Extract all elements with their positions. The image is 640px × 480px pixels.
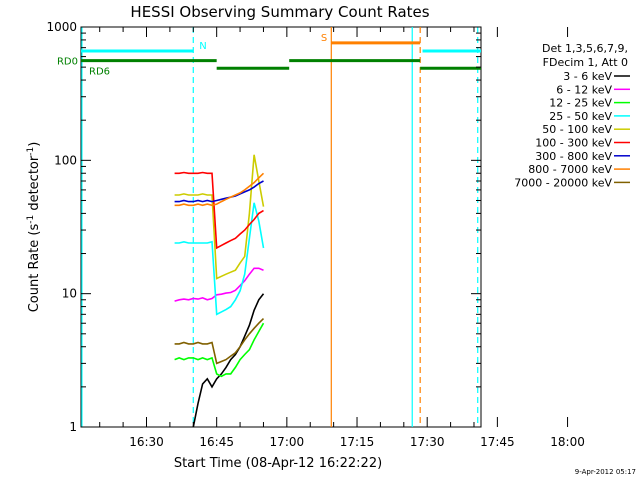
flag-label: S bbox=[321, 33, 327, 44]
series-line bbox=[174, 322, 265, 378]
x-tick-label: 16:45 bbox=[199, 435, 234, 449]
x-tick-label: 17:30 bbox=[410, 435, 445, 449]
footer-stamp: 9-Apr-2012 05:17 bbox=[575, 468, 636, 476]
y-tick-label: 10 bbox=[62, 287, 77, 301]
flag-label: RD6 bbox=[89, 66, 110, 77]
vertical-markers bbox=[81, 27, 479, 427]
legend-entry-label: 300 - 800 keV bbox=[535, 150, 612, 163]
y-axis-label-sup2: -1 bbox=[26, 147, 36, 156]
x-axis-label: Start Time (08-Apr-12 16:22:22) bbox=[174, 456, 382, 471]
legend-entry-label: 800 - 7000 keV bbox=[528, 163, 612, 176]
y-tick-label: 100 bbox=[54, 153, 77, 167]
series-group bbox=[174, 154, 265, 428]
chart-title: HESSI Observing Summary Count Rates bbox=[130, 3, 429, 21]
legend-entry-label: 100 - 300 keV bbox=[535, 137, 612, 150]
series-line bbox=[174, 154, 265, 280]
y-axis-label-main: Count Rate (s bbox=[27, 224, 42, 313]
flag-bars: N S RD0 RD6 bbox=[57, 33, 481, 77]
y-axis-label-sup1: -1 bbox=[26, 215, 36, 224]
x-tick-label: 17:00 bbox=[270, 435, 305, 449]
flag-label: N bbox=[199, 41, 206, 52]
y-ticks: 1 10 100 1000 bbox=[46, 20, 481, 434]
series-line bbox=[174, 267, 264, 302]
flag-label: RD0 bbox=[57, 57, 78, 68]
legend-header-2: FDecim 1, Att 0 bbox=[543, 56, 628, 69]
legend-entry-label: 25 - 50 keV bbox=[549, 110, 612, 123]
series-line bbox=[174, 180, 264, 203]
y-tick-label: 1 bbox=[69, 420, 77, 434]
series-line bbox=[174, 171, 264, 250]
y-axis-label: Count Rate (s-1 detector-1) bbox=[26, 142, 42, 313]
legend: Det 1,3,5,6,7,9, FDecim 1, Att 0 3 - 6 k… bbox=[514, 42, 630, 189]
legend-entry-label: 12 - 25 keV bbox=[549, 97, 612, 110]
x-ticks: 16:30 16:45 17:00 17:15 17:30 17:45 18:00 bbox=[99, 27, 585, 449]
x-tick-label: 17:15 bbox=[340, 435, 375, 449]
x-tick-label: 17:45 bbox=[480, 435, 515, 449]
x-tick-label: 18:00 bbox=[550, 435, 585, 449]
legend-entry-label: 50 - 100 keV bbox=[542, 123, 612, 136]
series-line bbox=[174, 202, 265, 316]
y-axis-label-end: ) bbox=[27, 142, 42, 147]
plot-area bbox=[80, 26, 482, 428]
legend-entry-label: 3 - 6 keV bbox=[563, 70, 612, 83]
legend-header-1: Det 1,3,5,6,7,9, bbox=[542, 42, 628, 55]
legend-entry-label: 6 - 12 keV bbox=[556, 83, 612, 96]
y-tick-label: 1000 bbox=[46, 20, 77, 34]
series-line bbox=[174, 172, 265, 207]
series-line bbox=[192, 293, 265, 428]
series-line bbox=[174, 318, 265, 365]
x-tick-label: 16:30 bbox=[129, 435, 164, 449]
y-axis-label-mid: detector bbox=[27, 155, 42, 215]
legend-entry-label: 7000 - 20000 keV bbox=[514, 176, 612, 189]
plot-frame bbox=[80, 26, 482, 428]
